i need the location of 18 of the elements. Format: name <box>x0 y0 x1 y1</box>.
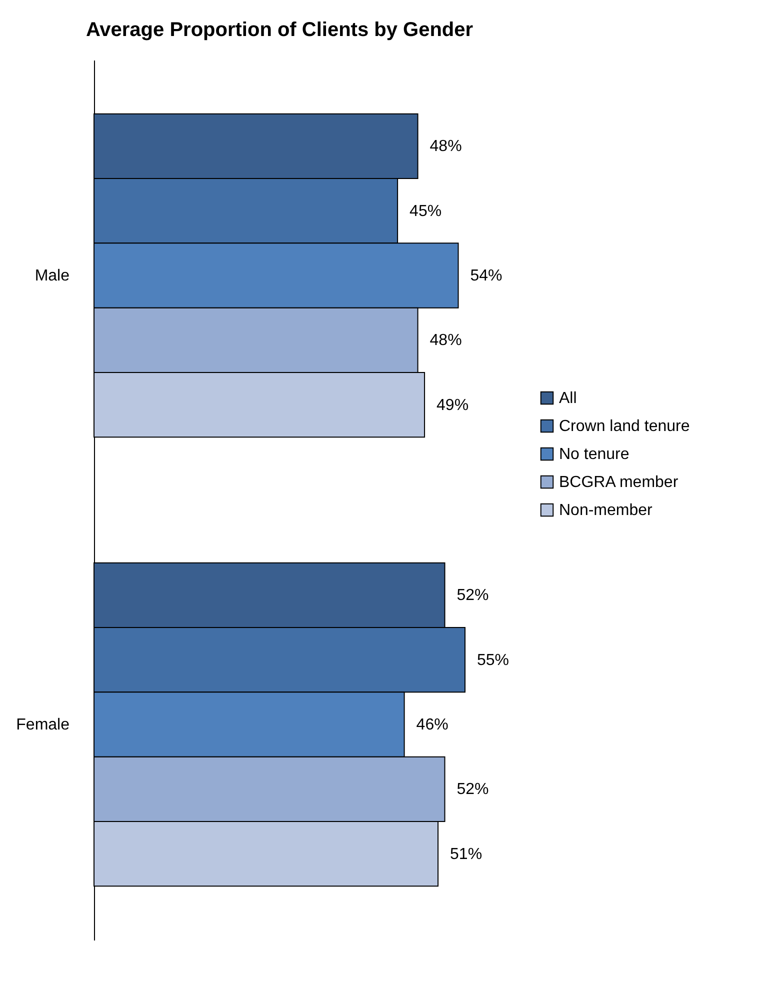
chart-title: Average Proportion of Clients by Gender <box>86 19 474 41</box>
data-label: 54% <box>470 268 502 285</box>
legend-label: BCGRA member <box>559 474 679 491</box>
data-label: 48% <box>430 138 462 156</box>
y-tick-label: Female <box>16 716 70 734</box>
y-tick-label: Male <box>34 268 70 285</box>
data-label: 48% <box>430 332 462 350</box>
data-label: 49% <box>436 396 469 414</box>
data-label: 52% <box>456 781 489 798</box>
legend-label: No tenure <box>559 446 630 463</box>
data-label: 51% <box>450 846 482 863</box>
legend-label: All <box>559 390 577 407</box>
data-label: 55% <box>477 652 510 669</box>
data-label: 46% <box>416 716 448 734</box>
legend-label: Crown land tenure <box>559 418 690 435</box>
legend-label: Non-member <box>559 502 654 519</box>
data-label: 45% <box>410 202 442 220</box>
data-label: 52% <box>456 587 489 604</box>
